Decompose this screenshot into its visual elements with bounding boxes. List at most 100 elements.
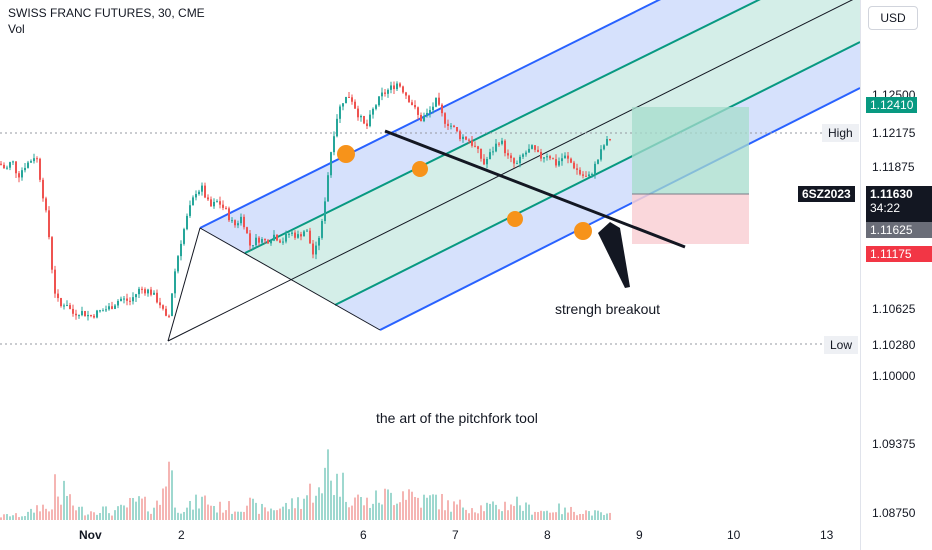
volume-bar [606, 513, 608, 520]
volume-bar [60, 504, 62, 520]
volume-bar [495, 504, 497, 520]
candle-body [360, 116, 362, 118]
candle-body [495, 143, 497, 152]
candle-body [84, 311, 86, 317]
volume-bar [210, 505, 212, 520]
candle-body [402, 86, 404, 93]
volume-bar [561, 514, 563, 520]
candle-body [195, 193, 197, 198]
candle-body [456, 127, 458, 132]
volume-bar [54, 474, 56, 520]
breakout-annotation: strengh breakout [555, 301, 661, 317]
volume-label: Vol [8, 22, 25, 36]
candle-body [438, 97, 440, 105]
volume-bar [351, 505, 353, 520]
candle-body [351, 97, 353, 102]
volume-bar [177, 512, 179, 520]
volume-bar [45, 508, 47, 520]
volume-bar [540, 510, 542, 520]
candle-body [525, 152, 527, 155]
candle-body [450, 125, 452, 127]
candle-body [489, 152, 491, 159]
currency-button[interactable]: USD [868, 6, 918, 30]
take-profit-tag: 1.12410 [866, 97, 918, 113]
volume-bar [159, 504, 161, 520]
pitchfork-inner-band [245, 0, 860, 305]
trend-line[interactable] [384, 129, 686, 249]
candle-body [156, 292, 158, 303]
last-price-tag: 1.11630 34:22 [866, 186, 932, 222]
pitchfork-handle-2 [199, 227, 381, 331]
take-profit-zone[interactable] [632, 107, 749, 194]
candle-body [66, 305, 68, 307]
candle-body [528, 148, 530, 153]
volume-bar [411, 491, 413, 520]
candle-body [225, 207, 227, 209]
candle-body [591, 173, 593, 175]
volume-bar [579, 514, 581, 520]
volume-bar [594, 510, 596, 520]
price-axis[interactable] [860, 0, 932, 550]
volume-bar [600, 512, 602, 520]
candle-body [108, 306, 110, 310]
volume-bar [225, 510, 227, 520]
volume-bar [369, 507, 371, 520]
candle-body [300, 234, 302, 237]
volume-bar [309, 483, 311, 520]
volume-bar [219, 501, 221, 520]
volume-bar [165, 486, 167, 520]
candle-body [258, 237, 260, 243]
volume-bar [513, 505, 515, 520]
volume-bar [72, 505, 74, 520]
price-chart[interactable] [0, 0, 860, 550]
volume-bar [396, 503, 398, 520]
volume-bar [273, 510, 275, 520]
candle-body [594, 163, 596, 174]
candle-body [555, 159, 557, 166]
candle-body [537, 149, 539, 152]
candle-body [252, 245, 254, 247]
volume-bar [288, 509, 290, 520]
candle-body [357, 108, 359, 118]
x-axis-label: Nov [79, 528, 102, 542]
stop-loss-zone[interactable] [632, 194, 749, 244]
volume-bar [189, 500, 191, 520]
candle-body [129, 300, 131, 302]
volume-bar [90, 511, 92, 520]
candle-body [603, 145, 605, 150]
candle-body [468, 139, 470, 141]
volume-bar [477, 513, 479, 520]
candle-body [474, 145, 476, 147]
price-tick: 1.11875 [872, 160, 915, 174]
candle-body [465, 136, 467, 140]
candle-body [420, 114, 422, 122]
pitchfork-upper-line [199, 0, 662, 229]
candle-body [147, 289, 149, 294]
volume-bar [324, 467, 326, 520]
volume-bar [501, 511, 503, 520]
candle-body [582, 174, 584, 176]
volume-bar [534, 511, 536, 520]
volume-bar [315, 495, 317, 520]
candle-body [183, 229, 185, 244]
candle-body [336, 118, 338, 137]
volume-bar [372, 503, 374, 520]
candle-body [375, 105, 377, 109]
volume-bar [183, 511, 185, 520]
candle-body [309, 230, 311, 244]
volume-bar [168, 461, 170, 520]
candle-body [288, 233, 290, 235]
x-axis-label: 10 [727, 528, 741, 542]
volume-bar [300, 508, 302, 520]
volume-bar [150, 513, 152, 520]
low-label: Low [824, 336, 859, 354]
volume-bar [33, 512, 35, 520]
candle-body [552, 158, 554, 160]
candle-body [42, 179, 44, 199]
candle-body [105, 309, 107, 311]
candle-body [597, 159, 599, 164]
candle-body [471, 140, 473, 146]
high-value: 1.12175 [872, 126, 916, 140]
candle-body [243, 216, 245, 228]
volume-bar [429, 495, 431, 520]
